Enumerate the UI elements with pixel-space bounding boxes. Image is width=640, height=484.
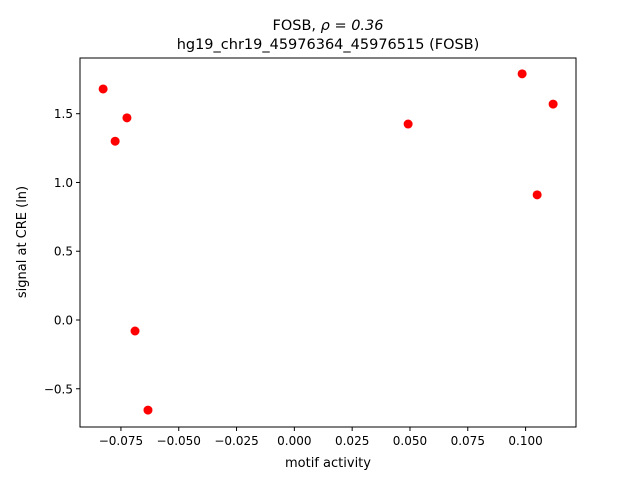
- y-axis-ticks: −0.5 0.0 0.5 1.0 1.5: [44, 107, 80, 396]
- x-tick-label: −0.025: [214, 434, 258, 448]
- plot-frame: [79, 57, 577, 428]
- data-point: [143, 405, 153, 415]
- x-axis-ticks: −0.075 −0.050 −0.025 0.000 0.025 0.050 0.075 0.…: [99, 427, 543, 448]
- data-point: [403, 119, 413, 129]
- y-tick-label: 1.0: [54, 176, 73, 190]
- y-axis-label: signal at CRE (ln): [15, 186, 30, 298]
- chart-title-line2: hg19_chr19_45976364_45976515 (FOSB): [177, 37, 480, 53]
- data-point: [517, 69, 527, 79]
- chart-title-line1: FOSB, ρ = 0.36: [273, 18, 384, 34]
- data-point: [532, 190, 542, 200]
- x-tick-label: 0.100: [508, 434, 542, 448]
- data-point: [548, 99, 558, 109]
- y-tick-label: −0.5: [44, 382, 73, 396]
- data-point: [110, 136, 120, 146]
- x-tick-label: −0.075: [99, 434, 143, 448]
- x-tick-label: 0.075: [451, 434, 485, 448]
- y-tick-label: 1.5: [54, 107, 73, 121]
- data-point: [98, 84, 108, 94]
- y-tick-label: 0.5: [54, 245, 73, 259]
- data-point: [130, 326, 140, 336]
- x-tick-label: −0.050: [157, 434, 201, 448]
- x-tick-label: 0.050: [393, 434, 427, 448]
- data-points: [98, 69, 558, 415]
- data-point: [122, 113, 132, 123]
- x-tick-label: 0.025: [335, 434, 369, 448]
- y-tick-label: 0.0: [54, 313, 73, 327]
- x-tick-label: 0.000: [277, 434, 311, 448]
- x-axis-label: motif activity: [285, 456, 371, 471]
